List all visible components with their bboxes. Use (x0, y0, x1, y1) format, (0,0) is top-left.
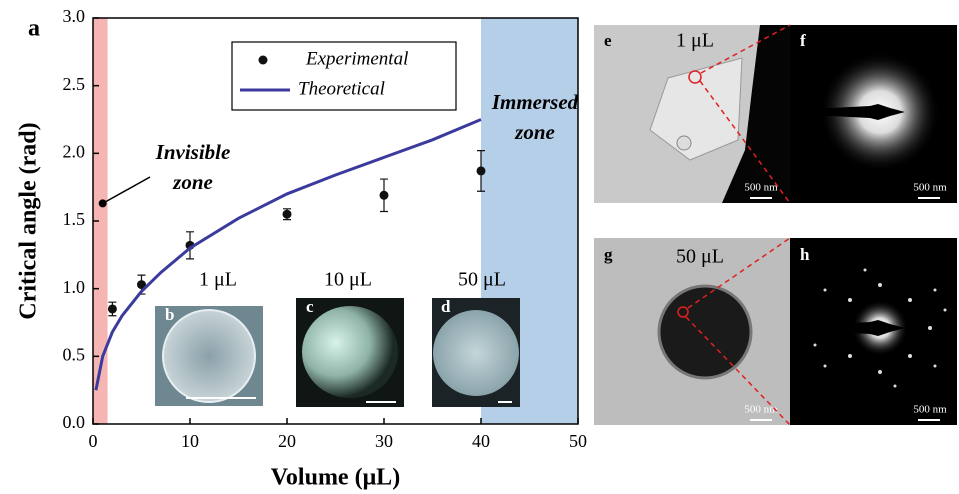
theoretical-line (96, 120, 481, 391)
y-tick-label: 2.0 (63, 141, 86, 161)
data-point (477, 166, 486, 175)
panel-label: a (28, 16, 40, 42)
x-tick-label: 40 (472, 431, 490, 451)
x-tick-label: 0 (89, 431, 98, 451)
x-axis-label: Volume (μL) (271, 465, 400, 491)
x-tick-label: 20 (278, 431, 296, 451)
particle (659, 286, 751, 378)
scale-label: 500 nm (744, 182, 778, 194)
legend-label: Theoretical (298, 78, 385, 99)
inset-letter: d (441, 297, 451, 316)
data-point (108, 304, 117, 313)
y-tick-label: 2.5 (63, 74, 86, 94)
y-tick-label: 0.0 (63, 412, 86, 432)
panel-h: h 500 nm (790, 238, 957, 425)
y-tick-label: 0.5 (63, 344, 86, 364)
droplet (163, 310, 255, 402)
y-tick-label: 3.0 (63, 6, 86, 26)
inset-label: 1 μL (199, 269, 237, 291)
inset-c: c 10 μL (296, 269, 404, 407)
inset-label: 10 μL (324, 269, 372, 291)
scale-label: 500 nm (744, 404, 778, 416)
x-tick-label: 30 (375, 431, 393, 451)
y-axis-label: Critical angle (rad) (16, 122, 42, 319)
annotation: Invisible (155, 140, 231, 164)
annotation: zone (514, 120, 555, 144)
y-tick-label: 1.5 (63, 209, 86, 229)
figure: 0.0 0.5 1.0 1.5 2.0 2.5 3.0 0 10 20 30 40 50 Volume (… (0, 0, 959, 494)
scale-label: 500 nm (913, 404, 947, 416)
panel-letter: g (604, 245, 613, 264)
panel-letter: e (604, 31, 612, 50)
panel-letter: f (800, 31, 806, 50)
x-tick-label: 50 (569, 431, 587, 451)
y-tick-label: 1.0 (63, 277, 86, 297)
data-point (283, 210, 292, 219)
inset-letter: b (165, 305, 174, 324)
panel-g: g 50 μL 500 nm (594, 238, 790, 425)
data-point (380, 191, 389, 200)
panel-letter: h (800, 245, 810, 264)
annotation-point (99, 199, 107, 207)
annotation: zone (172, 170, 213, 194)
annotation-pointer (103, 177, 150, 203)
panel-label: 50 μL (676, 246, 724, 268)
droplet (302, 306, 398, 398)
legend-swatch (259, 56, 268, 65)
inset-label: 50 μL (458, 269, 506, 291)
panel-f: f 500 nm (790, 25, 957, 203)
annotation: Immersed (491, 90, 579, 114)
scale-label: 500 nm (913, 182, 947, 194)
droplet (433, 310, 519, 396)
panel-label: 1 μL (676, 30, 714, 52)
inset-b: b 1 μL (155, 269, 263, 406)
particle (677, 136, 691, 150)
plot: 0.0 0.5 1.0 1.5 2.0 2.5 3.0 0 10 20 30 40 50 Volume (… (16, 6, 588, 490)
x-tick-label: 10 (181, 431, 199, 451)
panel-e: e 1 μL 500 nm (594, 25, 790, 207)
inset-letter: c (306, 297, 314, 316)
legend-label: Experimental (305, 48, 408, 69)
